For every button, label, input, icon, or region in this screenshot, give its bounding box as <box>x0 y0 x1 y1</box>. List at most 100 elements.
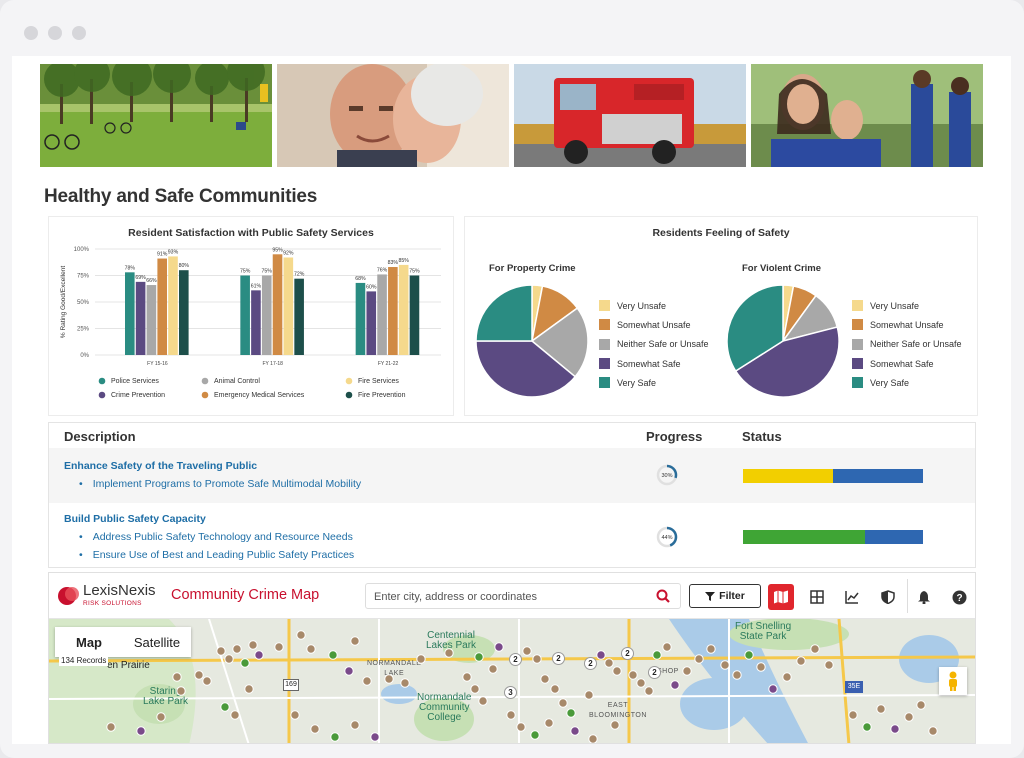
crime-marker[interactable] <box>350 720 360 730</box>
crime-marker[interactable] <box>720 660 730 670</box>
crime-marker[interactable] <box>862 722 872 732</box>
crime-marker[interactable] <box>494 642 504 652</box>
marker-cluster[interactable]: 3 <box>504 686 517 699</box>
notifications-button[interactable] <box>911 584 937 610</box>
crime-marker[interactable] <box>782 672 792 682</box>
crime-marker[interactable] <box>694 654 704 664</box>
crime-marker[interactable] <box>370 732 380 742</box>
crime-marker[interactable] <box>670 680 680 690</box>
crime-marker[interactable] <box>328 650 338 660</box>
crime-marker[interactable] <box>612 666 622 676</box>
window-dot-icon[interactable] <box>72 26 86 40</box>
search-icon[interactable] <box>656 589 670 603</box>
crime-marker[interactable] <box>176 686 186 696</box>
crime-marker[interactable] <box>532 654 542 664</box>
crime-marker[interactable] <box>744 650 754 660</box>
map-canvas[interactable]: Centennial Lakes Park Fort Snelling State … <box>49 619 976 744</box>
trends-button[interactable] <box>839 584 865 610</box>
crime-markers[interactable] <box>49 619 976 744</box>
crime-marker[interactable] <box>540 674 550 684</box>
marker-cluster[interactable]: 2 <box>621 647 634 660</box>
crime-marker[interactable] <box>194 670 204 680</box>
filter-button[interactable]: Filter <box>689 584 761 608</box>
window-dot-icon[interactable] <box>24 26 38 40</box>
marker-cluster[interactable]: 2 <box>552 652 565 665</box>
safety-button[interactable] <box>875 584 901 610</box>
crime-marker[interactable] <box>824 660 834 670</box>
crime-marker[interactable] <box>876 704 886 714</box>
crime-marker[interactable] <box>224 654 234 664</box>
map-view-button[interactable] <box>768 584 794 610</box>
crime-marker[interactable] <box>566 708 576 718</box>
crime-marker[interactable] <box>584 690 594 700</box>
crime-marker[interactable] <box>400 678 410 688</box>
marker-cluster[interactable]: 2 <box>584 657 597 670</box>
crime-marker[interactable] <box>544 718 554 728</box>
satellite-tab[interactable]: Satellite <box>133 634 181 650</box>
table-row[interactable]: Build Public Safety Capacity Address Pub… <box>49 503 975 569</box>
table-row[interactable]: Enhance Safety of the Traveling Public I… <box>49 448 975 503</box>
crime-marker[interactable] <box>596 650 606 660</box>
crime-marker[interactable] <box>628 670 638 680</box>
crime-marker[interactable] <box>796 656 806 666</box>
crime-marker[interactable] <box>810 644 820 654</box>
street-view-button[interactable] <box>939 667 967 695</box>
crime-marker[interactable] <box>362 676 372 686</box>
goal-item[interactable]: Ensure Use of Best and Leading Public Sa… <box>79 549 354 561</box>
crime-marker[interactable] <box>916 700 926 710</box>
crime-marker[interactable] <box>904 712 914 722</box>
crime-marker[interactable] <box>604 658 614 668</box>
map-tab[interactable]: Map <box>76 634 102 650</box>
crime-marker[interactable] <box>240 658 250 668</box>
crime-marker[interactable] <box>570 726 580 736</box>
crime-marker[interactable] <box>474 652 484 662</box>
crime-marker[interactable] <box>530 730 540 740</box>
crime-marker[interactable] <box>232 644 242 654</box>
crime-marker[interactable] <box>522 646 532 656</box>
crime-marker[interactable] <box>306 644 316 654</box>
goal-title[interactable]: Build Public Safety Capacity <box>64 513 206 525</box>
crime-marker[interactable] <box>290 710 300 720</box>
marker-cluster[interactable]: 2 <box>509 653 522 666</box>
crime-marker[interactable] <box>106 722 116 732</box>
crime-marker[interactable] <box>220 702 230 712</box>
crime-marker[interactable] <box>506 710 516 720</box>
marker-cluster[interactable]: 2 <box>648 666 661 679</box>
search-box[interactable] <box>365 583 681 609</box>
crime-marker[interactable] <box>248 640 258 650</box>
crime-marker[interactable] <box>706 644 716 654</box>
crime-marker[interactable] <box>890 724 900 734</box>
crime-marker[interactable] <box>550 684 560 694</box>
crime-marker[interactable] <box>244 684 254 694</box>
crime-marker[interactable] <box>610 720 620 730</box>
crime-marker[interactable] <box>156 712 166 722</box>
crime-marker[interactable] <box>310 724 320 734</box>
goal-item[interactable]: Address Public Safety Technology and Res… <box>79 531 353 543</box>
crime-marker[interactable] <box>274 642 284 652</box>
crime-marker[interactable] <box>172 672 182 682</box>
help-button[interactable]: ? <box>946 584 972 610</box>
crime-marker[interactable] <box>652 650 662 660</box>
crime-marker[interactable] <box>330 732 340 742</box>
window-dot-icon[interactable] <box>48 26 62 40</box>
crime-marker[interactable] <box>344 666 354 676</box>
crime-marker[interactable] <box>756 662 766 672</box>
crime-marker[interactable] <box>230 710 240 720</box>
crime-marker[interactable] <box>462 672 472 682</box>
crime-marker[interactable] <box>202 676 212 686</box>
crime-marker[interactable] <box>682 666 692 676</box>
crime-marker[interactable] <box>588 734 598 743</box>
crime-marker[interactable] <box>384 674 394 684</box>
crime-marker[interactable] <box>516 722 526 732</box>
crime-marker[interactable] <box>848 710 858 720</box>
crime-marker[interactable] <box>478 696 488 706</box>
crime-marker[interactable] <box>444 648 454 658</box>
search-input[interactable] <box>374 588 644 605</box>
crime-marker[interactable] <box>644 686 654 696</box>
crime-marker[interactable] <box>928 726 938 736</box>
crime-marker[interactable] <box>136 726 146 736</box>
goal-title[interactable]: Enhance Safety of the Traveling Public <box>64 460 258 472</box>
grid-view-button[interactable] <box>804 584 830 610</box>
crime-marker[interactable] <box>416 654 426 664</box>
crime-marker[interactable] <box>216 646 226 656</box>
